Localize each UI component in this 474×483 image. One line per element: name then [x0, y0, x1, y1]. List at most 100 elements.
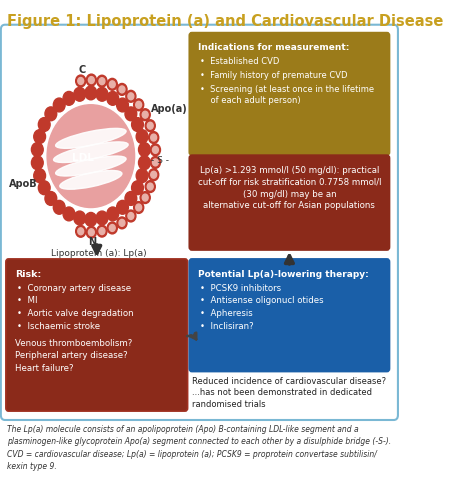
Text: •  Established CVD: • Established CVD	[200, 57, 280, 66]
Text: Reduced incidence of cardiovascular disease?
...has not been demonstrated in ded: Reduced incidence of cardiovascular dise…	[192, 377, 386, 409]
Circle shape	[153, 159, 158, 166]
Circle shape	[151, 171, 156, 178]
Circle shape	[128, 213, 134, 219]
Circle shape	[99, 227, 105, 235]
Circle shape	[78, 78, 84, 85]
FancyBboxPatch shape	[6, 259, 188, 411]
Circle shape	[134, 201, 144, 213]
Circle shape	[140, 192, 150, 203]
Circle shape	[96, 211, 108, 225]
Circle shape	[31, 142, 43, 156]
Circle shape	[117, 84, 127, 95]
Circle shape	[86, 74, 96, 86]
Circle shape	[132, 117, 143, 131]
Circle shape	[136, 129, 148, 143]
Circle shape	[153, 146, 158, 153]
Ellipse shape	[60, 170, 122, 189]
Circle shape	[136, 169, 148, 183]
Ellipse shape	[55, 156, 126, 176]
Text: Venous thromboembolism?
Peripheral artery disease?
Heart failure?: Venous thromboembolism? Peripheral arter…	[15, 339, 132, 373]
Text: - S -: - S -	[151, 156, 169, 165]
Circle shape	[136, 101, 142, 108]
Text: C: C	[79, 65, 86, 75]
Circle shape	[34, 129, 46, 143]
Circle shape	[109, 225, 115, 231]
Text: Lipoprotein (a): Lp(a): Lipoprotein (a): Lp(a)	[52, 249, 147, 258]
Circle shape	[99, 78, 105, 85]
Circle shape	[140, 109, 150, 121]
Circle shape	[53, 200, 65, 214]
Text: Lp(a) >1.293 mmol/l (50 mg/dl): practical
cut-off for risk stratification 0.7758: Lp(a) >1.293 mmol/l (50 mg/dl): practica…	[198, 166, 381, 211]
Circle shape	[109, 81, 115, 88]
Circle shape	[88, 77, 94, 84]
Circle shape	[138, 142, 150, 156]
Text: LDL: LDL	[72, 153, 93, 163]
Circle shape	[150, 156, 161, 168]
Circle shape	[125, 107, 137, 121]
Circle shape	[107, 207, 118, 221]
Circle shape	[147, 183, 153, 190]
Circle shape	[45, 192, 57, 205]
Circle shape	[63, 207, 75, 221]
Text: The Lp(a) molecule consists of an apolipoprotein (Apo) B-containing LDL-like seg: The Lp(a) molecule consists of an apolip…	[7, 425, 391, 471]
Circle shape	[74, 211, 85, 225]
Circle shape	[147, 122, 153, 129]
Circle shape	[107, 78, 117, 90]
Text: ApoB: ApoB	[9, 179, 38, 189]
Circle shape	[151, 134, 156, 141]
Circle shape	[88, 229, 94, 236]
Circle shape	[63, 91, 75, 105]
Circle shape	[107, 222, 117, 234]
Circle shape	[86, 227, 96, 238]
Circle shape	[150, 144, 161, 156]
Circle shape	[119, 86, 125, 93]
Circle shape	[74, 87, 85, 101]
Circle shape	[126, 90, 136, 102]
Circle shape	[76, 226, 86, 237]
Text: •  Screening (at least once in the lifetime
    of each adult person): • Screening (at least once in the lifeti…	[200, 85, 374, 105]
Text: •  PCSK9 inhibitors: • PCSK9 inhibitors	[200, 284, 282, 293]
Text: N: N	[89, 237, 97, 247]
Circle shape	[45, 107, 57, 121]
Circle shape	[149, 131, 159, 143]
Circle shape	[125, 192, 137, 205]
Text: •  Apheresis: • Apheresis	[200, 309, 253, 318]
Circle shape	[78, 228, 84, 235]
Circle shape	[96, 87, 108, 101]
Ellipse shape	[55, 128, 126, 148]
Circle shape	[85, 213, 97, 227]
Circle shape	[34, 169, 46, 183]
Text: Potential Lp(a)-lowering therapy:: Potential Lp(a)-lowering therapy:	[198, 270, 368, 279]
FancyBboxPatch shape	[189, 155, 390, 250]
Circle shape	[117, 200, 128, 214]
Circle shape	[145, 120, 155, 132]
Circle shape	[97, 75, 107, 87]
Circle shape	[128, 93, 134, 100]
Text: •  Coronary artery disease: • Coronary artery disease	[17, 284, 131, 293]
Text: •  Aortic valve degradation: • Aortic valve degradation	[17, 309, 134, 318]
Circle shape	[142, 111, 148, 118]
Text: Indications for measurement:: Indications for measurement:	[198, 43, 349, 53]
Text: •  Antisense oligonucl otides: • Antisense oligonucl otides	[200, 297, 324, 305]
Circle shape	[38, 181, 50, 195]
Circle shape	[119, 219, 125, 227]
Circle shape	[97, 225, 107, 237]
Text: Figure 1: Lipoprotein (a) and Cardiovascular Disease: Figure 1: Lipoprotein (a) and Cardiovasc…	[7, 14, 443, 29]
Circle shape	[38, 117, 50, 131]
FancyBboxPatch shape	[189, 33, 390, 155]
Text: Apo(a): Apo(a)	[151, 104, 188, 114]
Text: •  MI: • MI	[17, 297, 37, 305]
Text: •  Family history of premature CVD: • Family history of premature CVD	[200, 71, 348, 80]
Circle shape	[134, 99, 144, 111]
Circle shape	[53, 98, 65, 112]
Circle shape	[145, 181, 155, 193]
Circle shape	[85, 86, 97, 100]
Circle shape	[126, 210, 136, 222]
Circle shape	[117, 217, 127, 229]
Circle shape	[138, 156, 150, 170]
Circle shape	[117, 98, 128, 112]
Circle shape	[142, 194, 148, 201]
FancyBboxPatch shape	[1, 25, 398, 420]
Circle shape	[47, 105, 135, 208]
Text: Risk:: Risk:	[15, 270, 41, 279]
